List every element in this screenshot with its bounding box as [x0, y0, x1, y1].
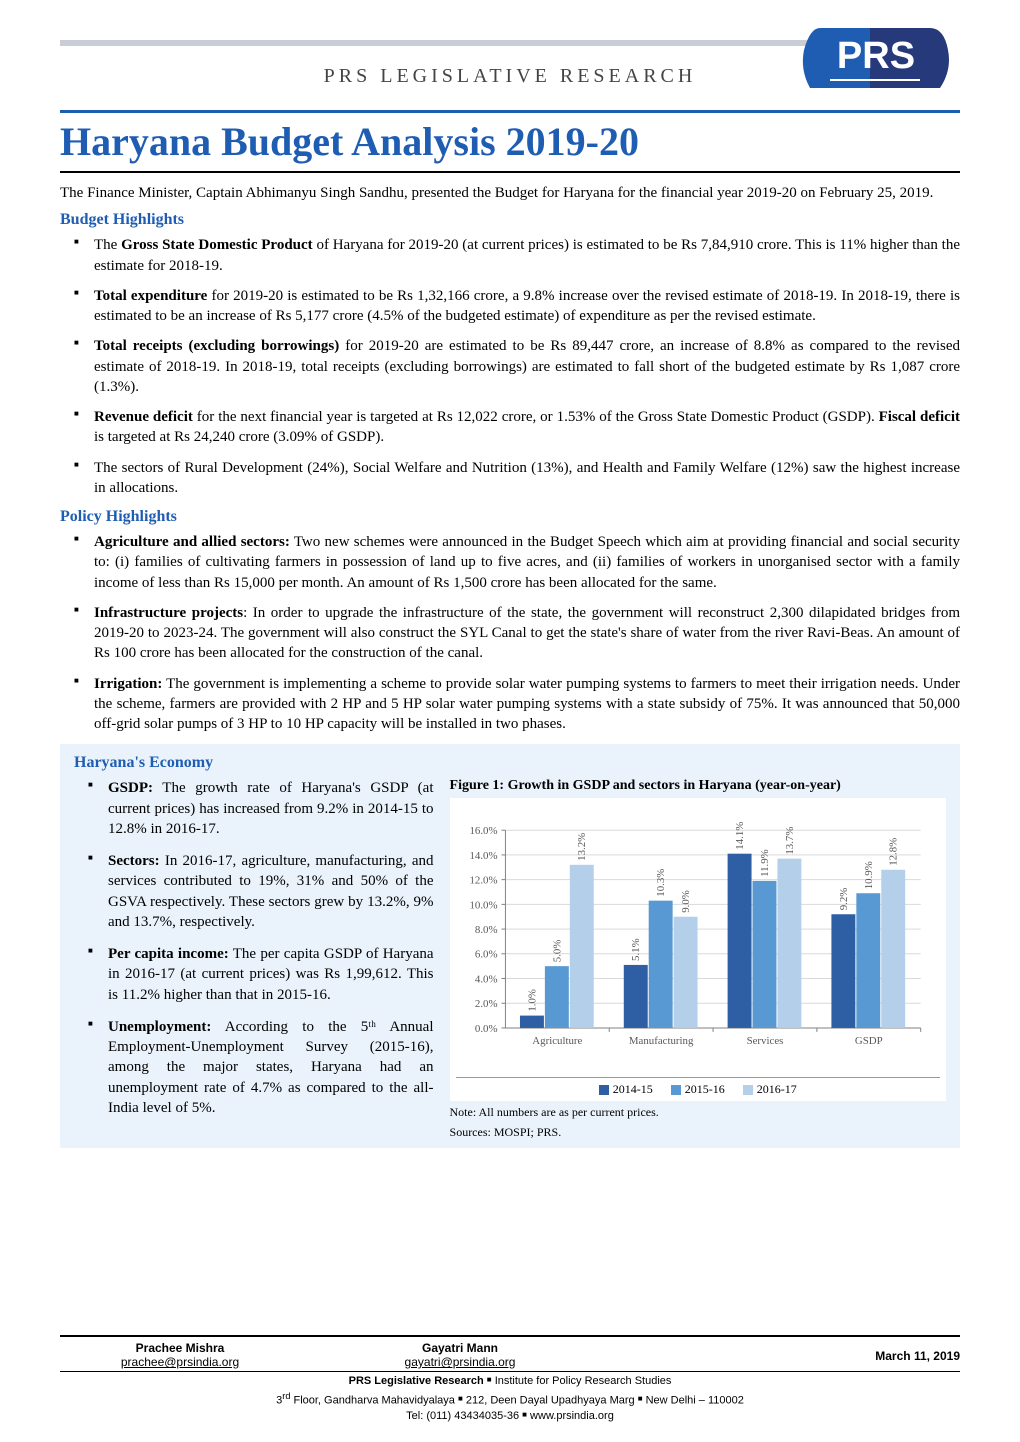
- li-lead: GSDP:: [108, 780, 153, 796]
- economy-box: Haryana's Economy GSDP: The growth rate …: [60, 744, 960, 1148]
- li-lead: Revenue deficit: [94, 409, 193, 425]
- li-post: is targeted at Rs 24,240 crore (3.09% of…: [94, 429, 384, 445]
- li-plain: The sectors of Rural Development (24%), …: [94, 460, 960, 496]
- author-name: Prachee Mishra: [60, 1341, 300, 1355]
- svg-text:GSDP: GSDP: [854, 1035, 882, 1047]
- li-lead2: Fiscal deficit: [879, 409, 960, 425]
- economy-hdr: Haryana's Economy: [74, 754, 946, 772]
- li-lead: Irrigation:: [94, 676, 162, 692]
- legend-item: 2014-15: [599, 1082, 653, 1097]
- legend-item: 2015-16: [671, 1082, 725, 1097]
- legend-swatch: [743, 1085, 753, 1095]
- svg-text:0.0%: 0.0%: [474, 1023, 497, 1035]
- li-mid: for the next financial year is targeted …: [193, 409, 879, 425]
- svg-text:10.9%: 10.9%: [862, 861, 874, 889]
- li-lead: Total receipts (excluding borrowings): [94, 338, 339, 354]
- list-item: Unemployment: According to the 5ᵗʰ Annua…: [80, 1017, 434, 1118]
- list-item: Sectors: In 2016-17, agriculture, manufa…: [80, 851, 434, 932]
- author-name: Gayatri Mann: [340, 1341, 580, 1355]
- budget-highlights-hdr: Budget Highlights: [60, 211, 960, 229]
- legend-label: 2016-17: [757, 1082, 797, 1097]
- svg-text:Manufacturing: Manufacturing: [628, 1035, 693, 1047]
- footer-org-line: Tel: (011) 43434035-36 ■ www.prsindia.or…: [60, 1409, 960, 1424]
- li-post: The growth rate of Haryana's GSDP (at cu…: [108, 780, 434, 837]
- svg-text:6.0%: 6.0%: [474, 949, 497, 961]
- growth-chart: 0.0% 2.0% 4.0% 6.0% 8.0% 10.0% 12.0% 14.0% 16.0%…: [456, 806, 940, 1066]
- li-lead: Per capita income:: [108, 946, 229, 962]
- list-item: Irrigation: The government is implementi…: [66, 674, 960, 735]
- title-rule-bottom: [60, 171, 960, 173]
- svg-text:1.0%: 1.0%: [526, 989, 538, 1012]
- li-post: The government is implementing a scheme …: [94, 676, 960, 733]
- policy-highlights-list: Agriculture and allied sectors: Two new …: [60, 532, 960, 734]
- economy-left: GSDP: The growth rate of Haryana's GSDP …: [74, 778, 434, 1140]
- svg-text:5.0%: 5.0%: [551, 940, 563, 963]
- list-item: GSDP: The growth rate of Haryana's GSDP …: [80, 778, 434, 839]
- svg-text:4.0%: 4.0%: [474, 974, 497, 986]
- svg-text:10.0%: 10.0%: [469, 900, 497, 912]
- svg-text:10.3%: 10.3%: [655, 869, 667, 897]
- budget-highlights-list: The Gross State Domestic Product of Hary…: [60, 235, 960, 498]
- list-item: Agriculture and allied sectors: Two new …: [66, 532, 960, 593]
- footer-org-line: PRS Legislative Research ■ Institute for…: [60, 1374, 960, 1389]
- economy-right: Figure 1: Growth in GSDP and sectors in …: [450, 778, 946, 1140]
- author-col: Gayatri Mann gayatri@prsindia.org: [340, 1341, 580, 1369]
- svg-text:11.9%: 11.9%: [758, 850, 770, 878]
- chart-legend: 2014-15 2015-16 2016-17: [456, 1077, 940, 1097]
- svg-text:9.2%: 9.2%: [837, 888, 849, 911]
- intro-paragraph: The Finance Minister, Captain Abhimanyu …: [60, 183, 960, 203]
- svg-text:16.0%: 16.0%: [469, 825, 497, 837]
- li-lead: Total expenditure: [94, 288, 207, 304]
- svg-text:5.1%: 5.1%: [630, 939, 642, 962]
- li-lead: Infrastructure projects: [94, 605, 243, 621]
- svg-text:2.0%: 2.0%: [474, 998, 497, 1010]
- legend-label: 2014-15: [613, 1082, 653, 1097]
- li-lead: Unemployment:: [108, 1019, 211, 1035]
- svg-text:14.1%: 14.1%: [734, 822, 746, 850]
- svg-text:13.2%: 13.2%: [576, 833, 588, 861]
- list-item: Total expenditure for 2019-20 is estimat…: [66, 286, 960, 327]
- legend-item: 2016-17: [743, 1082, 797, 1097]
- prs-logo: PRS: [800, 20, 960, 100]
- li-post: for 2019-20 is estimated to be Rs 1,32,1…: [94, 288, 960, 324]
- list-item: Revenue deficit for the next financial y…: [66, 407, 960, 448]
- svg-text:Services: Services: [746, 1035, 783, 1047]
- economy-list: GSDP: The growth rate of Haryana's GSDP …: [74, 778, 434, 1118]
- page-title: Haryana Budget Analysis 2019-20: [60, 113, 960, 171]
- li-pre: The: [94, 237, 121, 253]
- svg-text:12.8%: 12.8%: [887, 838, 899, 866]
- legend-label: 2015-16: [685, 1082, 725, 1097]
- chart-wrap: 0.0% 2.0% 4.0% 6.0% 8.0% 10.0% 12.0% 14.0% 16.0%…: [450, 798, 946, 1101]
- legend-swatch: [671, 1085, 681, 1095]
- li-lead: Gross State Domestic Product: [121, 237, 313, 253]
- svg-text:8.0%: 8.0%: [474, 924, 497, 936]
- list-item: Infrastructure projects: In order to upg…: [66, 603, 960, 664]
- list-item: Per capita income: The per capita GSDP o…: [80, 944, 434, 1005]
- footer: Prachee Mishra prachee@prsindia.org Gaya…: [60, 1335, 960, 1424]
- svg-text:13.7%: 13.7%: [783, 827, 795, 855]
- author-email[interactable]: gayatri@prsindia.org: [340, 1355, 580, 1369]
- svg-text:12.0%: 12.0%: [469, 875, 497, 887]
- list-item: The Gross State Domestic Product of Hary…: [66, 235, 960, 276]
- policy-highlights-hdr: Policy Highlights: [60, 508, 960, 526]
- author-email[interactable]: prachee@prsindia.org: [60, 1355, 300, 1369]
- svg-text:Agriculture: Agriculture: [532, 1035, 582, 1047]
- logo-text: PRS: [837, 35, 915, 77]
- chart-note1: Note: All numbers are as per current pri…: [450, 1105, 946, 1121]
- svg-text:14.0%: 14.0%: [469, 850, 497, 862]
- figure-title: Figure 1: Growth in GSDP and sectors in …: [450, 778, 946, 794]
- li-lead: Agriculture and allied sectors:: [94, 534, 290, 550]
- legend-swatch: [599, 1085, 609, 1095]
- footer-org: PRS Legislative Research ■ Institute for…: [60, 1371, 960, 1424]
- chart-note2: Sources: MOSPI; PRS.: [450, 1125, 946, 1141]
- footer-date: March 11, 2019: [875, 1341, 960, 1363]
- list-item: Total receipts (excluding borrowings) fo…: [66, 336, 960, 397]
- top-rule: [60, 40, 834, 46]
- footer-org-line: 3rd Floor, Gandharva Mahavidyalaya ■ 212…: [60, 1390, 960, 1409]
- li-lead: Sectors:: [108, 853, 160, 869]
- list-item: The sectors of Rural Development (24%), …: [66, 458, 960, 499]
- svg-text:9.0%: 9.0%: [680, 890, 692, 913]
- author-col: Prachee Mishra prachee@prsindia.org: [60, 1341, 300, 1369]
